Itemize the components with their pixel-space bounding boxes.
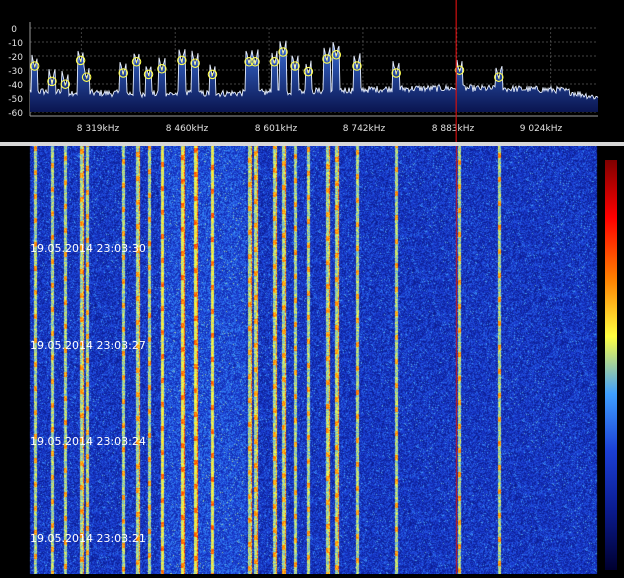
peak-marker (269, 57, 280, 67)
timestamp-label: 19.05.2014 23:03:24 (30, 435, 146, 448)
y-label: -30 (8, 67, 23, 77)
y-label: -50 (8, 95, 23, 105)
peak-marker (131, 57, 142, 67)
timestamp-labels: 19.05.2014 23:03:30 19.05.2014 23:03:27 … (30, 242, 146, 545)
spectrum-line (29, 40, 599, 100)
y-axis-labels: 0 -10 -20 -30 -40 -50 -60 (8, 25, 23, 119)
timestamp-label: 19.05.2014 23:03:27 (30, 339, 146, 352)
peak-marker (177, 55, 187, 66)
waterfall-overlay: 19.05.2014 23:03:30 19.05.2014 23:03:27 … (30, 242, 146, 545)
waterfall-panel[interactable]: 19.05.2014 23:03:30 19.05.2014 23:03:27 … (0, 146, 624, 574)
peak-marker (118, 68, 128, 78)
frequency-axis: 8 319kHz 8 460kHz 8 601kHz 8 742kHz 8 88… (77, 124, 563, 134)
peak-marker (290, 61, 300, 71)
panel-divider[interactable] (0, 142, 624, 146)
y-label: -60 (8, 109, 23, 119)
peak-marker (47, 76, 57, 87)
timestamp-label: 19.05.2014 23:03:21 (30, 532, 146, 545)
freq-label: 8 460kHz (166, 124, 209, 134)
timestamp-label: 19.05.2014 23:03:30 (30, 242, 146, 255)
peak-marker (75, 55, 86, 66)
peak-marker (29, 61, 40, 71)
peak-marker (322, 54, 332, 64)
peak-marker (303, 66, 314, 77)
spectrum-panel[interactable]: 0 -10 -20 -30 -40 -50 -60 8 319kHz 8 460… (0, 0, 624, 142)
peak-marker (250, 57, 260, 67)
spectrum-plot[interactable]: 0 -10 -20 -30 -40 -50 -60 8 319kHz 8 460… (0, 0, 624, 142)
peak-marker (81, 72, 92, 82)
freq-label: 8 601kHz (255, 124, 298, 134)
freq-label: 9 024kHz (520, 124, 563, 134)
peak-marker (157, 64, 167, 74)
y-label: -10 (8, 39, 23, 49)
peak-marker (454, 65, 465, 75)
freq-label: 8 319kHz (77, 124, 120, 134)
y-label: -20 (8, 53, 23, 63)
waterfall-display[interactable] (0, 146, 624, 574)
freq-label: 8 883kHz (432, 124, 475, 134)
spectrum-fill (30, 40, 598, 113)
freq-label: 8 742kHz (343, 124, 386, 134)
peak-marker (331, 50, 342, 60)
peak-marker (244, 57, 254, 67)
spectrum-trace (29, 40, 599, 113)
peak-marker (143, 69, 154, 80)
peak-marker (60, 79, 71, 89)
y-label: -40 (8, 81, 23, 91)
y-label: 0 (11, 25, 17, 35)
peak-marker (190, 58, 200, 68)
peak-marker (278, 47, 288, 57)
peak-markers (29, 47, 504, 89)
peak-marker (494, 72, 504, 82)
peak-marker (352, 61, 362, 71)
peak-marker (391, 68, 401, 78)
color-scale-bar (605, 160, 617, 570)
peak-marker (207, 69, 218, 80)
